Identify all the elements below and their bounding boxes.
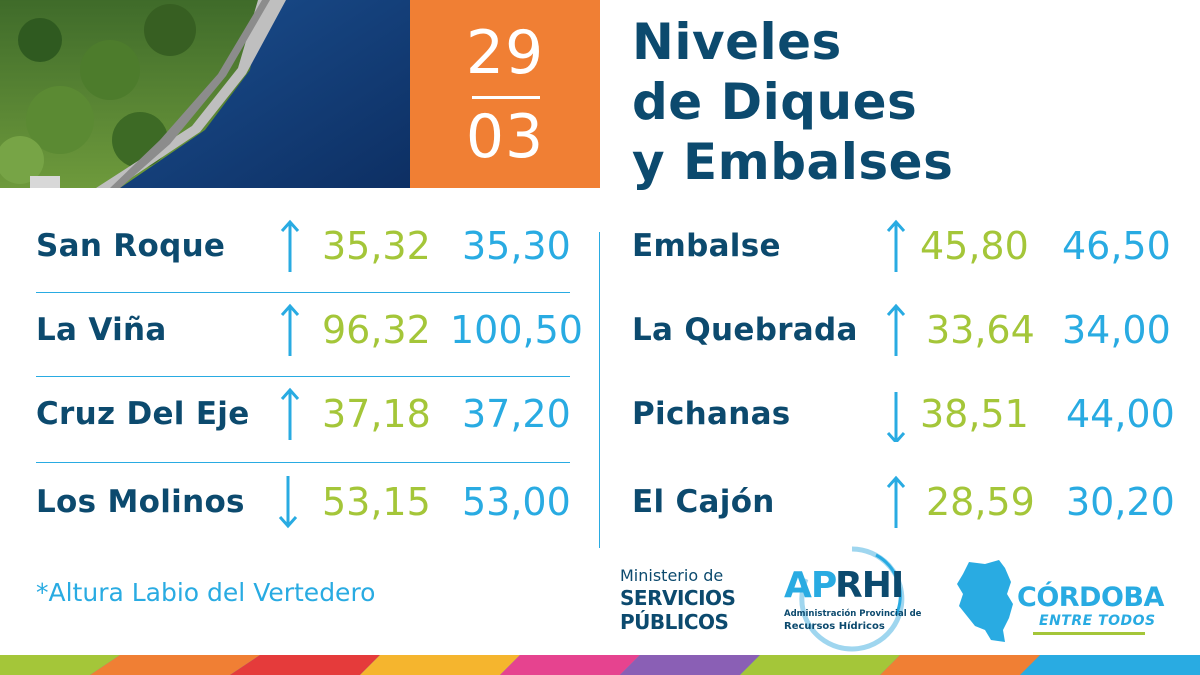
current-level: 33,64 xyxy=(926,308,1035,352)
arrow-up-icon xyxy=(280,303,300,356)
title-line-1: Niveles xyxy=(632,13,842,71)
arrow-down-icon xyxy=(278,476,298,529)
dam-row-el-cajon: El Cajón 28,59 30,20 xyxy=(632,474,1192,534)
dam-name: Los Molinos xyxy=(36,484,245,520)
ministerio-line-1: Ministerio de xyxy=(620,566,724,585)
arrow-up-icon xyxy=(280,387,300,440)
spillway-level: 46,50 xyxy=(1062,224,1171,268)
spillway-level: 100,50 xyxy=(450,308,583,352)
dam-row-la-vina: La Viña 96,32 100,50 xyxy=(36,302,586,362)
dam-name: Pichanas xyxy=(632,396,791,432)
date-divider xyxy=(472,96,540,99)
dam-name: Cruz Del Eje xyxy=(36,396,250,432)
spillway-level: 34,00 xyxy=(1062,308,1171,352)
dam-row-los-molinos: Los Molinos 53,15 53,00 xyxy=(36,474,586,534)
arrow-up-icon xyxy=(280,219,300,272)
spillway-level: 37,20 xyxy=(462,392,571,436)
ministerio-logo: Ministerio de SERVICIOS PÚBLICOS xyxy=(612,566,752,642)
dam-row-pichanas: Pichanas 38,51 44,00 xyxy=(632,386,1192,446)
dam-photo xyxy=(0,0,410,188)
current-level: 35,32 xyxy=(322,224,431,268)
date-day: 29 xyxy=(465,18,545,88)
row-divider xyxy=(36,376,570,377)
row-divider xyxy=(36,292,570,293)
page-title: Niveles de Diques y Embalses xyxy=(632,12,953,192)
cordoba-tagline: ENTRE TODOS xyxy=(1039,613,1156,629)
footnote: *Altura Labio del Vertedero xyxy=(36,578,376,607)
dam-row-san-roque: San Roque 35,32 35,30 xyxy=(36,218,586,278)
cordoba-underline xyxy=(1033,632,1145,635)
cordoba-map-icon xyxy=(957,560,1013,642)
spillway-level: 53,00 xyxy=(462,480,571,524)
aprhi-logo: AP RHI Administración Provincial de Recu… xyxy=(770,545,922,655)
current-level: 37,18 xyxy=(322,392,431,436)
arrow-up-icon xyxy=(886,475,906,528)
ministerio-line-2: SERVICIOS xyxy=(620,586,736,610)
ministerio-line-3: PÚBLICOS xyxy=(620,610,729,634)
current-level: 96,32 xyxy=(322,308,431,352)
spillway-level: 30,20 xyxy=(1066,480,1175,524)
dam-row-la-quebrada: La Quebrada 33,64 34,00 xyxy=(632,302,1192,362)
current-level: 28,59 xyxy=(926,480,1035,524)
water-ring-icon xyxy=(799,546,905,652)
spillway-level: 35,30 xyxy=(462,224,571,268)
column-divider xyxy=(599,232,600,548)
dam-name: La Viña xyxy=(36,312,167,348)
current-level: 45,80 xyxy=(920,224,1029,268)
dam-name: Embalse xyxy=(632,228,781,264)
dam-name: El Cajón xyxy=(632,484,775,520)
arrow-up-icon xyxy=(886,219,906,272)
title-line-2: de Diques xyxy=(632,73,918,131)
cordoba-name: CÓRDOBA xyxy=(1017,582,1164,613)
dam-row-embalse: Embalse 45,80 46,50 xyxy=(632,218,1192,278)
title-line-3: y Embalses xyxy=(632,133,954,191)
cordoba-logo: CÓRDOBA ENTRE TODOS xyxy=(955,560,1170,650)
arrow-up-icon xyxy=(886,303,906,356)
arrow-down-icon xyxy=(886,392,906,442)
aprhi-subtitle-1: Administración Provincial de xyxy=(784,609,922,619)
decorative-color-strip xyxy=(0,655,1200,675)
aprhi-subtitle-2: Recursos Hídricos xyxy=(784,621,885,632)
aprhi-rhi: RHI xyxy=(835,565,904,606)
spillway-level: 44,00 xyxy=(1066,392,1175,436)
row-divider xyxy=(36,462,570,463)
dam-name: La Quebrada xyxy=(632,312,858,348)
aprhi-ap: AP xyxy=(784,565,837,606)
dam-name: San Roque xyxy=(36,228,226,264)
dam-row-cruz-del-eje: Cruz Del Eje 37,18 37,20 xyxy=(36,386,586,446)
current-level: 53,15 xyxy=(322,480,431,524)
current-level: 38,51 xyxy=(920,392,1029,436)
date-badge: 29 03 xyxy=(410,0,600,188)
date-month: 03 xyxy=(465,102,545,172)
